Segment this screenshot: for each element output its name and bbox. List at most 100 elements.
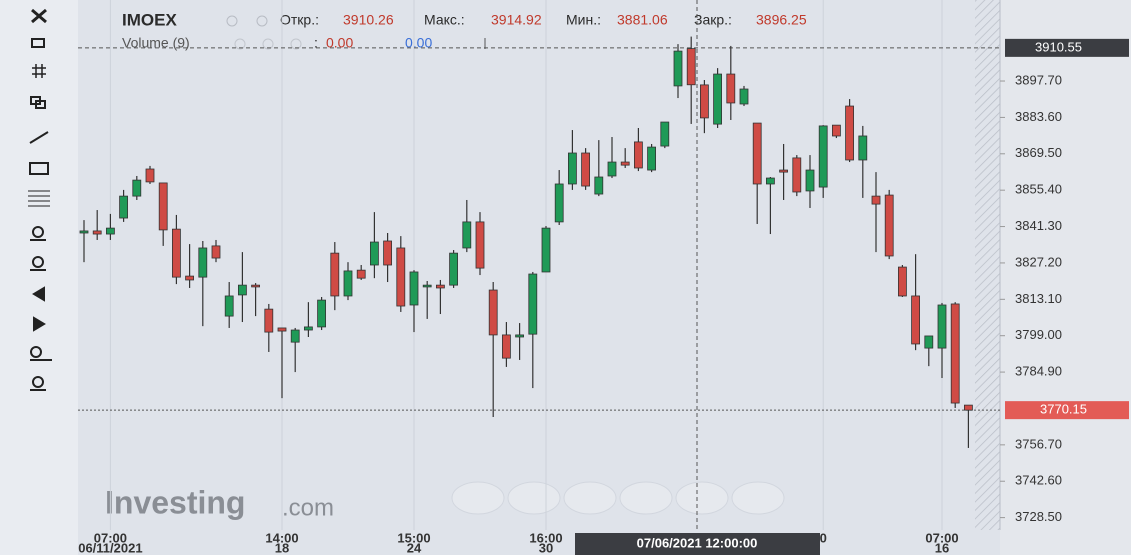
volume-value: 0.00 xyxy=(405,35,432,51)
candle-body xyxy=(330,252,340,297)
candle-body xyxy=(171,228,181,278)
candle-body xyxy=(92,230,102,235)
y-tick-label: 3883.60 xyxy=(1015,109,1062,124)
candle-body xyxy=(475,221,485,269)
candle-body xyxy=(594,176,604,195)
candle-body xyxy=(858,135,868,161)
zoom-in-icon[interactable] xyxy=(32,226,44,238)
last-price-box xyxy=(1005,401,1129,420)
tool-icon[interactable] xyxy=(28,190,50,207)
tool-icon[interactable] xyxy=(31,38,45,48)
y-tick-label: 3827.20 xyxy=(1015,254,1062,269)
candle-body xyxy=(290,329,300,343)
nav-button[interactable] xyxy=(563,481,617,515)
candle-body xyxy=(237,284,247,296)
candle-body xyxy=(779,169,788,173)
y-tick-label: 3728.50 xyxy=(1015,509,1062,524)
tool-icon[interactable] xyxy=(30,346,42,358)
candle-body xyxy=(673,50,683,87)
nav-buttons[interactable] xyxy=(451,481,785,515)
nav-button[interactable] xyxy=(451,481,505,515)
y-tick-label: 3799.00 xyxy=(1015,327,1062,342)
eye-icon[interactable] xyxy=(234,38,246,50)
candle-body xyxy=(660,121,670,147)
scroll-left-icon[interactable] xyxy=(32,286,45,302)
y-tick-label: 3813.10 xyxy=(1015,291,1062,306)
crosshair-price-box xyxy=(1005,38,1129,57)
y-tick-label: 3784.90 xyxy=(1015,364,1062,379)
candle-body xyxy=(805,169,815,192)
tool-icon[interactable] xyxy=(35,100,46,109)
candle-body xyxy=(303,326,313,331)
tool-icon[interactable] xyxy=(29,131,49,144)
open-value: 3910.26 xyxy=(343,12,394,28)
candle-body xyxy=(211,245,221,259)
zoom-out-icon[interactable] xyxy=(32,256,44,268)
candle-body xyxy=(145,168,155,183)
candle-body xyxy=(106,227,115,235)
price-axis-panel xyxy=(1000,0,1131,555)
tool-icon[interactable] xyxy=(29,162,49,175)
high-label: Макс.: xyxy=(424,12,465,28)
candle-body xyxy=(700,84,709,119)
candle-body xyxy=(726,73,736,104)
candle-body xyxy=(541,227,551,273)
x-tick-label: 07:00 xyxy=(925,530,958,545)
tool-icon[interactable] xyxy=(32,64,46,78)
candle-body xyxy=(488,289,498,336)
x-tick-label: 18 xyxy=(275,540,289,555)
candle-body xyxy=(343,270,353,297)
candle-body xyxy=(515,334,524,338)
candle-body xyxy=(766,177,775,185)
gear-icon[interactable] xyxy=(262,38,274,50)
crosshair-price-label: 3910.55 xyxy=(1035,39,1082,54)
candle-body xyxy=(752,122,762,185)
nav-button[interactable] xyxy=(731,481,785,515)
candle-body xyxy=(581,152,590,187)
eye-icon[interactable] xyxy=(226,15,238,27)
gear-icon[interactable] xyxy=(256,15,268,27)
candle-body xyxy=(198,247,208,278)
volume-value: 0.00 xyxy=(326,35,353,51)
tool-icon[interactable] xyxy=(32,376,44,388)
candle-body xyxy=(620,161,630,166)
x-tick-label: 14:00 xyxy=(265,530,298,545)
candle-body xyxy=(528,273,538,335)
candle-body xyxy=(501,334,511,359)
close-label: Закр.: xyxy=(694,12,732,28)
volume-label: Volume (9) xyxy=(122,35,190,51)
candle-body xyxy=(251,284,261,288)
candle-body xyxy=(634,141,643,169)
scroll-right-icon[interactable] xyxy=(33,316,46,332)
candle-body xyxy=(568,152,577,185)
volume-separator: : xyxy=(314,35,318,51)
candle-body xyxy=(950,303,960,404)
nav-button[interactable] xyxy=(619,481,673,515)
y-tick-label: 3841.30 xyxy=(1015,218,1062,233)
candle-body xyxy=(739,88,749,105)
watermark: Investing xyxy=(105,484,245,520)
nav-button[interactable] xyxy=(675,481,729,515)
y-tick-label: 3756.70 xyxy=(1015,436,1062,451)
nav-button[interactable] xyxy=(507,481,561,515)
toolbar-icons[interactable] xyxy=(28,8,52,391)
candle-body xyxy=(792,157,802,193)
candle-body xyxy=(686,48,696,86)
symbol: IMOEX xyxy=(122,10,177,29)
high-value: 3914.92 xyxy=(491,12,542,28)
close-icon[interactable] xyxy=(31,8,47,24)
x-tick-label: 30 xyxy=(539,540,553,555)
candle-body xyxy=(713,73,722,125)
x-tick-label: 16 xyxy=(935,540,949,555)
candle-body xyxy=(449,252,459,286)
x-tick-label: 24 xyxy=(407,540,422,555)
candle-body xyxy=(554,183,564,223)
candle-body xyxy=(818,125,828,188)
close-icon[interactable] xyxy=(290,38,302,50)
candle-body xyxy=(409,271,419,306)
candle-body xyxy=(224,295,234,317)
candle-body xyxy=(317,299,327,328)
low-label: Мин.: xyxy=(566,12,601,28)
